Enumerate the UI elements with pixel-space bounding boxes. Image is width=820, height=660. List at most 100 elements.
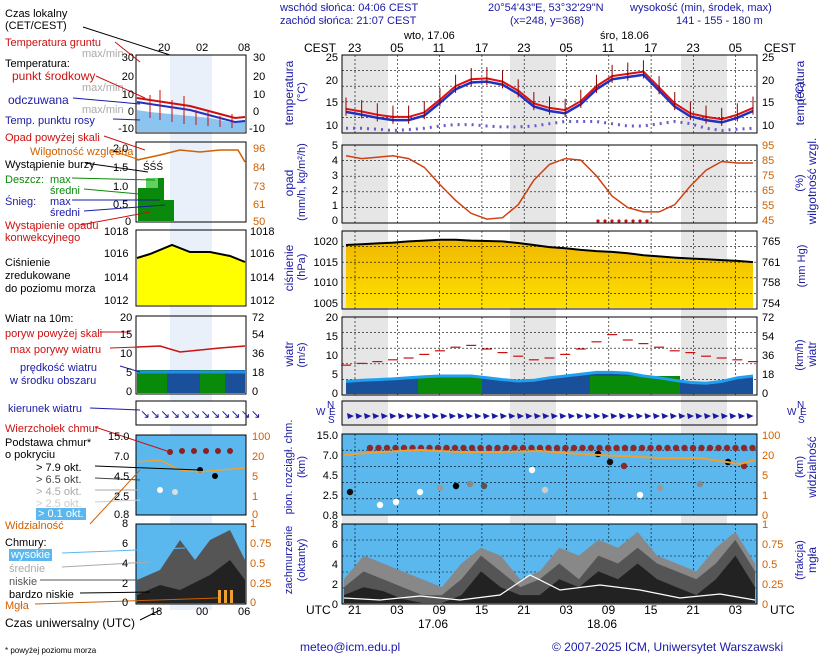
tick-label: 2.5 — [322, 490, 338, 502]
wind-arrow — [466, 413, 473, 419]
cloud-top-dot — [698, 444, 705, 452]
tick-label: 765 — [762, 236, 781, 248]
legend-mini-charts: ŚŚŚ ↘↘↘↘↘↘↘↘↘↘↘↘ — [34, 26, 261, 621]
mini-temp-right-4: -10 — [249, 123, 265, 135]
tick-label: 75 — [762, 170, 775, 182]
tick-label: 4 — [331, 559, 338, 571]
legend-soil-temp: Temperatura gruntu — [5, 37, 101, 49]
legend-precip-above: Opad powyżej skali — [5, 132, 100, 144]
wind-arrow — [653, 413, 660, 419]
ylabel-right-temp-unit: (°C) — [794, 82, 806, 102]
mini-temp-right-2: 10 — [253, 89, 266, 101]
tick-label: 2 — [331, 579, 338, 591]
cloud-top-dot — [621, 444, 629, 452]
legend-okt-45: > 4.5 okt. — [36, 486, 82, 498]
wind-arrow — [602, 413, 609, 419]
mini-pressure-panel — [135, 229, 247, 307]
mini-press-right-1: 1016 — [250, 248, 275, 260]
convective-dots — [596, 219, 649, 223]
mini-wind-left-2: 10 — [120, 348, 133, 360]
day1-label: wto, 17.06 — [404, 30, 455, 42]
mini-temp-right-1: 20 — [253, 71, 266, 83]
mini-coverage-panel — [135, 523, 247, 605]
mini-precip-left-0: 2.0 — [113, 143, 129, 155]
cloud-base-dot — [466, 480, 474, 488]
tick-label: 1010 — [313, 277, 338, 289]
tick-label: 15 — [325, 331, 338, 343]
mini-wind-left-1: 15 — [120, 329, 133, 341]
wind-arrow — [712, 413, 720, 419]
wind-arrow — [636, 413, 643, 419]
mini-cov-right-0: 1 — [250, 518, 257, 530]
tick-label: 54 — [762, 331, 775, 343]
mini-cloud-left-0: 15.0 — [108, 431, 130, 443]
tick-label: 20 — [325, 312, 338, 324]
ylabel-cloud-base: pion. rozciągł. chm. — [283, 419, 295, 515]
wind-panel — [341, 334, 758, 394]
tick-label: 1015 — [313, 256, 338, 269]
legend-rain-mean: średni — [50, 185, 80, 197]
top-hour-label: 17 — [644, 41, 658, 55]
mini-press-left-3: 1012 — [104, 295, 129, 307]
legend-pressure3: do poziomu morza — [5, 283, 96, 295]
cest-label-left: CEST — [304, 41, 337, 55]
mini-cov-left-4: 0 — [122, 597, 129, 609]
bottom-hour-label: 15 — [644, 603, 658, 617]
utc-label-right: UTC — [770, 603, 795, 617]
mini-cov-left-3: 2 — [122, 578, 129, 590]
mini-precip-right-1: 84 — [253, 162, 266, 174]
cloud-base-dot — [620, 462, 628, 470]
ylabel-right-wind: wiatr — [805, 341, 819, 367]
mini-wind-left-4: 0 — [126, 386, 133, 398]
cloud-top-dot — [536, 444, 544, 452]
wind-speed-line — [345, 370, 754, 385]
cloud-top-dot — [460, 444, 467, 452]
mini-press-left-0: 1018 — [104, 226, 129, 238]
cloud-top-dot — [596, 444, 603, 452]
mini-press-left-1: 1016 — [104, 248, 129, 260]
mini-temp-left-2: 10 — [121, 89, 134, 101]
mini-temp-left-0: 30 — [121, 52, 134, 64]
ylabel-coverage: zachmurzenie — [283, 525, 295, 595]
wind-arrow — [568, 413, 575, 419]
wind-arrow — [585, 413, 592, 419]
cloud-base-dot — [452, 482, 460, 490]
ylabel-fog: mgła — [805, 547, 819, 574]
legend-pressure: Ciśnienie — [5, 257, 51, 269]
legend-mid-point: punkt środkowy — [12, 69, 96, 83]
cloud-top-dot — [749, 444, 756, 452]
panel-frames — [341, 54, 758, 605]
tick-label: 55 — [762, 200, 775, 212]
bottom-hour-label: 09 — [601, 603, 616, 617]
cloud-top-dot — [740, 444, 748, 452]
date1-label: 17.06 — [418, 617, 449, 631]
mini-press-right-2: 1014 — [250, 272, 275, 284]
mini-cov-right-1: 0.75 — [250, 538, 272, 550]
legend-storm: Wystąpienie burzy — [5, 159, 95, 171]
cloud-top-dot — [604, 444, 612, 452]
bottom-hour-label: 15 — [474, 603, 489, 617]
tick-label: 20 — [325, 74, 338, 87]
cloud-top-dot — [528, 444, 535, 452]
legend-felt-sub: max/min — [82, 104, 124, 116]
ylabel-wind-kmh: (km/h) — [794, 339, 806, 371]
mini-precip-right-2: 73 — [253, 181, 266, 193]
convective-dot — [624, 219, 628, 223]
tick-label: 72 — [762, 312, 775, 324]
cloud-top-dot — [400, 444, 408, 452]
mini-wind-right-3: 18 — [252, 367, 265, 379]
mini-precip-right-4: 50 — [253, 216, 266, 228]
bottom-hour-label: 21 — [517, 603, 531, 617]
mini-cov-left-1: 6 — [122, 538, 129, 550]
wind-arrow — [721, 413, 728, 419]
tick-label: 10 — [325, 350, 338, 362]
mini-temp-right-0: 30 — [253, 52, 266, 64]
mini-cloud-panel — [135, 434, 247, 516]
mini-precip-left-4: 0 — [125, 216, 132, 228]
tick-label: 0.5 — [762, 559, 778, 571]
mini-temp-left-3: 0 — [127, 106, 134, 118]
bottom-hour-label: 21 — [686, 603, 700, 617]
email-link[interactable]: meteo@icm.edu.pl — [300, 640, 401, 654]
cloud-top-dot — [715, 444, 722, 452]
